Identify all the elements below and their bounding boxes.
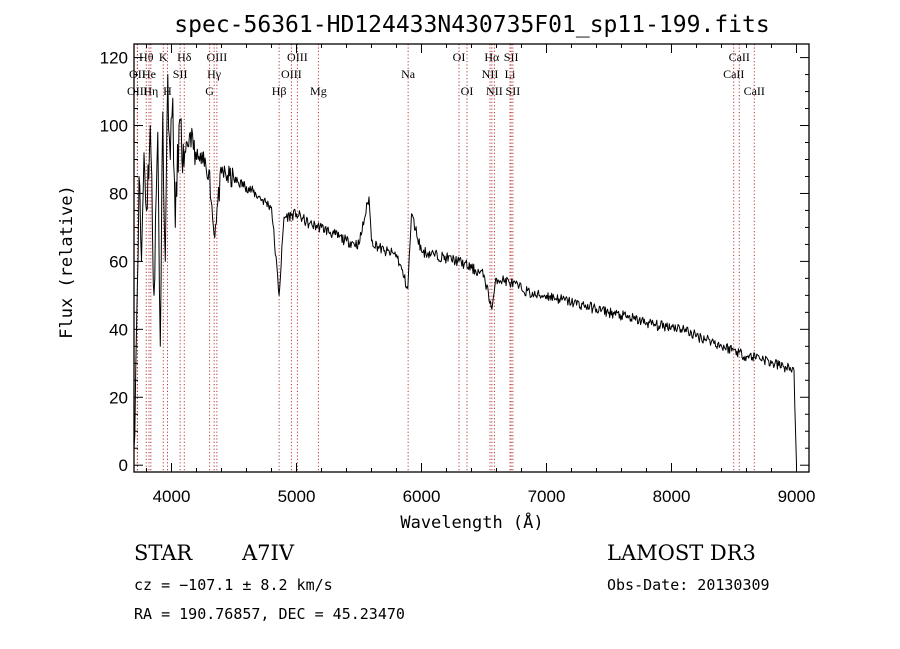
marker-label: He (142, 67, 156, 81)
marker-label: OII (129, 67, 146, 81)
marker-label: OIII (287, 50, 308, 64)
x-tick-label: 9000 (778, 487, 816, 506)
marker-label: K (159, 50, 168, 64)
marker-label: Hδ (177, 50, 192, 64)
coordinates: RA = 190.76857, DEC = 45.23470 (134, 605, 405, 623)
plot-frame (133, 43, 810, 473)
marker-label: OIII (281, 67, 302, 81)
marker-label: CaII (723, 67, 744, 81)
x-axis-label: Wavelength (Å) (400, 511, 543, 533)
x-axis: 4000 5000 6000 7000 8000 9000 (146, 44, 816, 506)
object-subclass: A7IV (241, 541, 295, 565)
spectrum-series (133, 74, 797, 466)
redshift-cz: cz = −107.1 ± 8.2 km/s (134, 576, 333, 594)
marker-label: Mg (310, 84, 327, 98)
observation-date: Obs-Date: 20130309 (607, 576, 770, 594)
marker-label: Li (505, 67, 516, 81)
marker-label: CaII (744, 84, 765, 98)
marker-label: Hγ (207, 67, 222, 81)
y-tick-label: 120 (100, 49, 128, 68)
y-tick-label: 60 (109, 252, 128, 271)
marker-label: SII (504, 50, 519, 64)
marker-label: Na (401, 67, 416, 81)
marker-label: Hβ (272, 84, 287, 98)
marker-label: NII (486, 84, 503, 98)
spectrum-line (133, 74, 797, 466)
y-axis-label: Flux (relative) (57, 185, 77, 339)
marker-label: OI (453, 50, 466, 64)
marker-label: Hη (143, 84, 158, 98)
marker-label: SII (506, 84, 521, 98)
marker-label: OI (461, 84, 474, 98)
y-tick-label: 0 (119, 456, 128, 475)
x-tick-label: 5000 (278, 487, 316, 506)
marker-label: NII (482, 67, 499, 81)
marker-label: Hθ (139, 50, 154, 64)
y-tick-label: 80 (109, 184, 128, 203)
marker-label: Hα (484, 50, 500, 64)
marker-label: G (205, 84, 214, 98)
survey-name: LAMOST DR3 (607, 541, 756, 565)
marker-label: SII (173, 67, 188, 81)
object-class: STAR (134, 541, 193, 565)
y-tick-label: 100 (100, 117, 128, 136)
x-tick-label: 8000 (653, 487, 691, 506)
x-tick-label: 6000 (403, 487, 441, 506)
chart-title: spec-56361-HD124433N430735F01_sp11-199.f… (174, 12, 769, 38)
x-tick-label: 4000 (153, 487, 191, 506)
marker-label: OIII (127, 84, 148, 98)
x-tick-label: 7000 (528, 487, 566, 506)
y-axis: 0 20 40 60 80 100 120 (100, 49, 809, 475)
marker-label: CaII (729, 50, 750, 64)
y-tick-label: 20 (109, 388, 128, 407)
y-tick-label: 40 (109, 320, 128, 339)
marker-label: OIII (207, 50, 228, 64)
